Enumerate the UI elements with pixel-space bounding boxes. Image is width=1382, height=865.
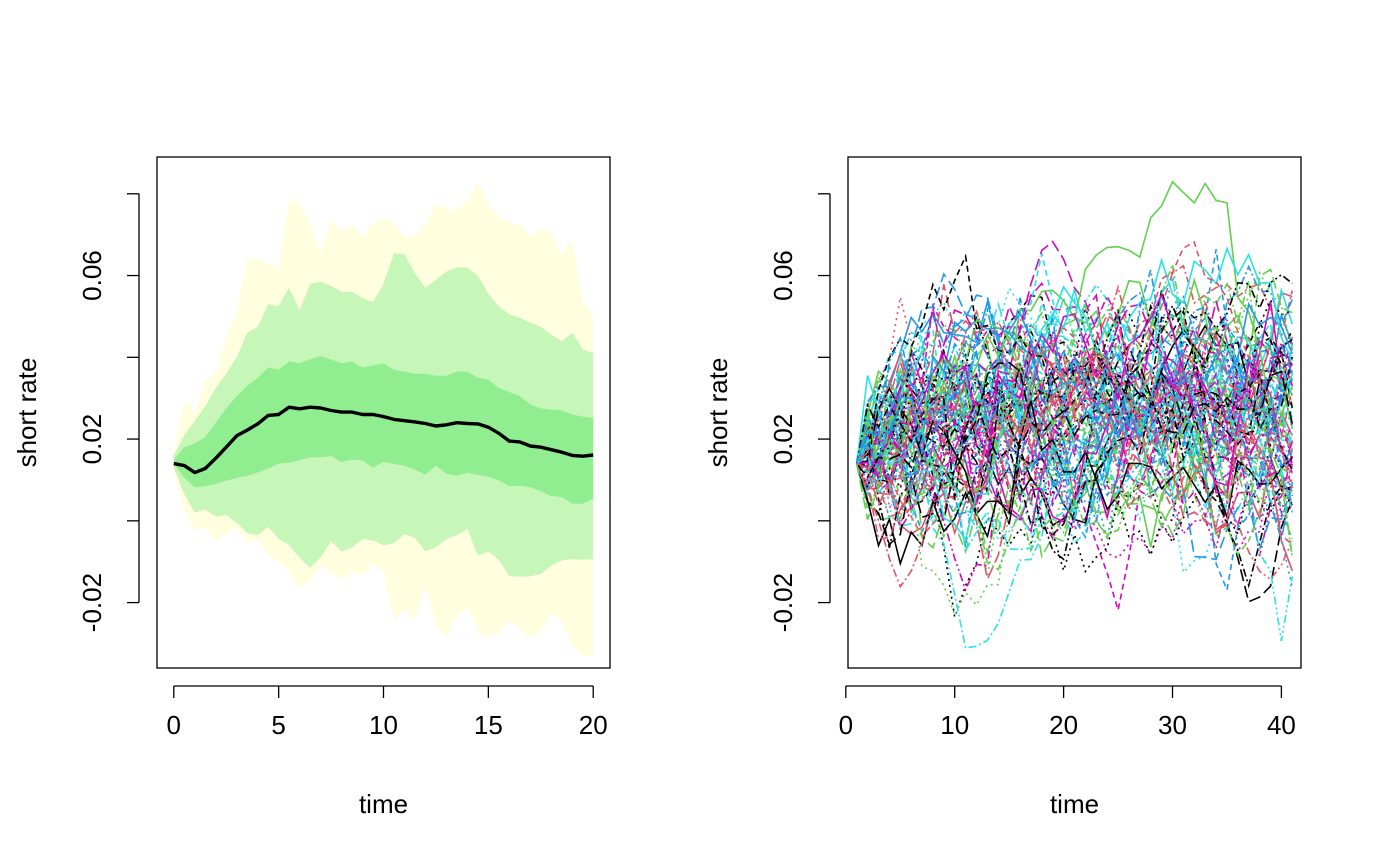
simulated-path (856, 340, 1294, 553)
x-tick-label: 15 (474, 710, 503, 740)
simulated-path (856, 284, 1294, 484)
simulated-path (856, 361, 1294, 479)
simulated-path (855, 328, 1294, 506)
simulated-path (855, 253, 1293, 498)
simulated-path (856, 294, 1294, 467)
x-axis-title: time (359, 789, 408, 819)
simulated-path (856, 392, 1293, 557)
y-axis-title: short rate (703, 358, 733, 468)
x-axis-title: time (1050, 789, 1099, 819)
simulated-path (856, 329, 1294, 478)
x-tick-label: 30 (1158, 710, 1187, 740)
x-tick-label: 20 (1049, 710, 1078, 740)
simulated-path (855, 309, 1294, 464)
y-tick-label: 0.02 (77, 414, 107, 465)
x-axis: 0 5 10 15 20 (167, 685, 608, 740)
simulated-path (855, 328, 1293, 540)
simulated-path (855, 283, 1294, 526)
fan-bands (173, 181, 594, 656)
simulated-path (856, 292, 1293, 494)
simulated-path (855, 301, 1293, 464)
simulated-path (855, 316, 1293, 464)
fan-chart-panel: 0 5 10 15 20 -0.02 0.02 0.06 time short rate (12, 156, 611, 819)
simulated-path (856, 352, 1294, 514)
simulated-path (855, 284, 1294, 540)
x-tick-label: 20 (579, 710, 608, 740)
simulated-path (856, 264, 1294, 466)
simulated-path (855, 391, 1294, 588)
x-axis: 0 10 20 30 40 (839, 685, 1296, 740)
y-tick-label: 0.06 (77, 250, 107, 301)
y-tick-label: -0.02 (768, 573, 798, 632)
y-tick-label: 0.02 (768, 414, 798, 465)
x-tick-label: 10 (940, 710, 969, 740)
band-inner (173, 356, 594, 504)
simulated-path (855, 261, 1293, 522)
plot-frame (847, 156, 1302, 669)
simulated-path (856, 386, 1293, 521)
simulated-path (855, 360, 1293, 649)
median-line (173, 405, 594, 475)
plot-frame (156, 156, 611, 669)
simulated-path (856, 394, 1293, 541)
simulated-path (856, 336, 1294, 505)
simulated-path (856, 336, 1294, 489)
simulated-path (855, 269, 1293, 474)
simulated-path (856, 294, 1294, 540)
simulated-path (856, 339, 1293, 524)
y-tick-label: 0.06 (768, 250, 798, 301)
x-tick-label: 5 (271, 710, 285, 740)
y-axis: -0.02 0.02 0.06 (77, 193, 140, 632)
x-tick-label: 40 (1267, 710, 1296, 740)
simulated-path (856, 338, 1293, 528)
simulated-path (855, 319, 1294, 558)
y-tick-label: -0.02 (77, 573, 107, 632)
simulated-path (856, 253, 1294, 471)
y-axis-title: short rate (12, 358, 42, 468)
simulated-path (855, 296, 1294, 513)
simulated-path (855, 297, 1294, 464)
simulated-path (856, 249, 1293, 548)
y-axis: -0.02 0.02 0.06 (768, 193, 831, 632)
simulated-path (855, 343, 1293, 546)
paths-panel: 0 10 20 30 40 -0.02 0.02 0.06 time short rate (703, 156, 1302, 819)
simulated-path (855, 336, 1294, 511)
simulated-path (855, 343, 1294, 537)
simulated-path (855, 303, 1293, 589)
simulated-path (856, 356, 1294, 530)
x-tick-label: 10 (369, 710, 398, 740)
simulated-path (855, 356, 1294, 561)
simulated-path (856, 301, 1294, 464)
simulated-path (856, 313, 1293, 582)
simulated-paths (855, 180, 1294, 649)
x-tick-label: 0 (839, 710, 853, 740)
x-tick-label: 0 (167, 710, 181, 740)
